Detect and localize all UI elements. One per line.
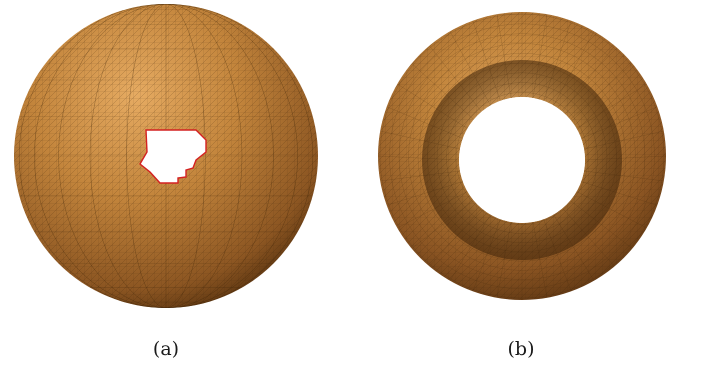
caption-b: (b) bbox=[508, 338, 535, 360]
torus bbox=[370, 4, 674, 308]
torus-hole bbox=[459, 97, 585, 223]
sphere-with-hole bbox=[14, 4, 318, 308]
caption-a: (a) bbox=[153, 338, 179, 360]
